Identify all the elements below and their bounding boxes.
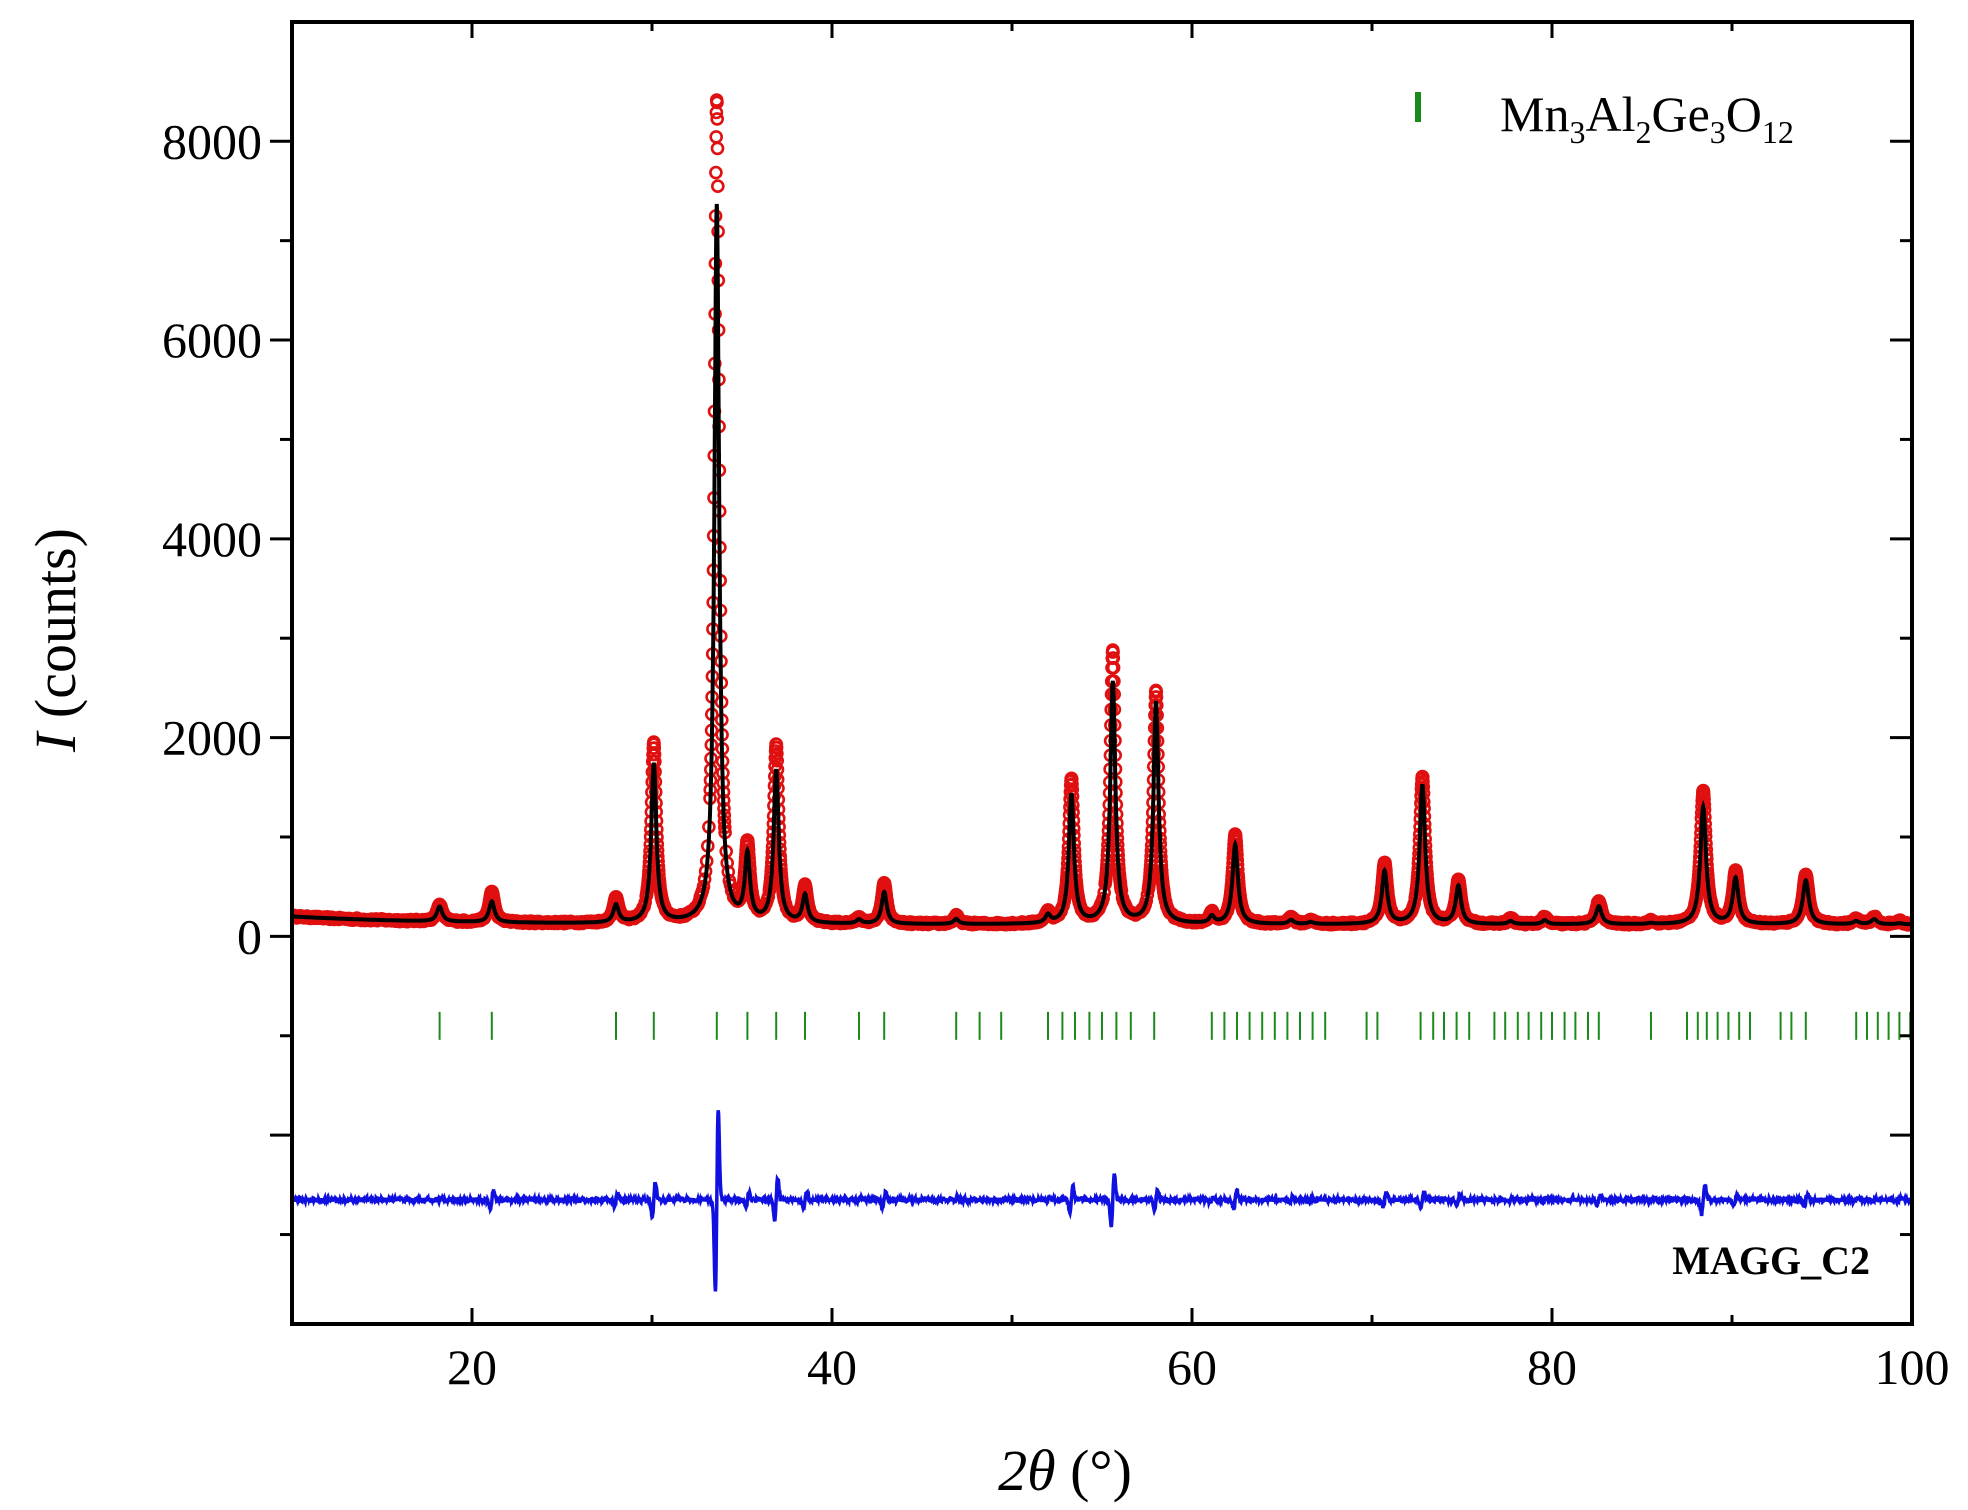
observed-point	[1106, 660, 1121, 675]
legend-marker	[1415, 92, 1421, 122]
x-tick-label: 100	[1875, 1339, 1950, 1395]
observed-point	[647, 741, 662, 755]
x-tick-label: 60	[1167, 1339, 1217, 1395]
observed-point	[770, 753, 785, 768]
observed-point	[710, 179, 725, 193]
observed-point	[1106, 645, 1120, 659]
y-tick-label: 2000	[162, 710, 262, 766]
observed-point	[1065, 777, 1079, 791]
observed-point	[1106, 651, 1121, 665]
y-tick-label: 4000	[162, 511, 262, 567]
observed-point	[710, 112, 725, 126]
observed-point	[710, 95, 724, 110]
y-axis-title: I (counts)	[23, 528, 88, 753]
observed-point	[1149, 684, 1164, 699]
y-tick-label: 8000	[162, 113, 262, 169]
observed-point	[710, 141, 725, 156]
x-axis-title: 2θ (°)	[998, 1438, 1132, 1503]
y-tick-label: 0	[237, 908, 262, 964]
observed-point	[770, 746, 784, 761]
x-tick-label: 20	[447, 1339, 497, 1395]
bragg-position-ticks	[438, 1011, 1912, 1040]
observed-point	[709, 165, 723, 180]
sample-annotation: MAGG_C2	[1672, 1238, 1870, 1283]
observed-point	[769, 740, 784, 755]
x-tick-label: 40	[807, 1339, 857, 1395]
y-tick-label: 6000	[162, 312, 262, 368]
observed-point	[647, 747, 662, 762]
x-tick-label: 80	[1527, 1339, 1577, 1395]
